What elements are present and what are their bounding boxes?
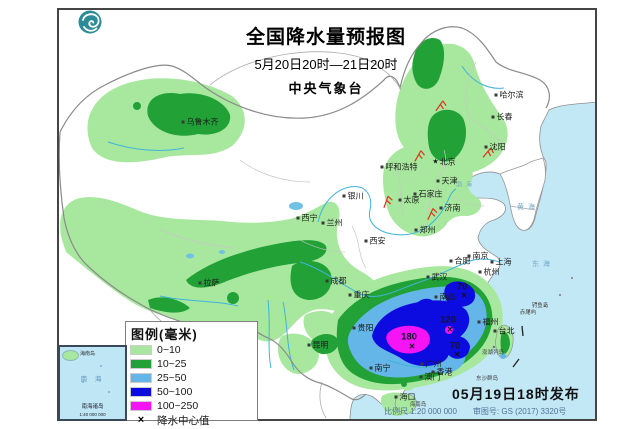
inset-island-dot	[82, 381, 84, 383]
map-frame-border	[57, 8, 597, 421]
legend-swatch	[130, 373, 152, 383]
precip-center-marker-label: 降水中心值	[157, 414, 210, 427]
lakes	[186, 202, 303, 259]
legend-swatch	[130, 401, 152, 411]
korea-dmz-line	[509, 205, 536, 211]
precip-center-value: 70	[456, 281, 468, 293]
province-borders	[159, 61, 506, 269]
legend-row: 50~100	[130, 385, 252, 399]
taiwan-rain-25-50	[500, 353, 506, 359]
map-scale-note: 比例尺 1:20 000 000 审图号: GS (2017) 3320号	[384, 407, 567, 416]
precip-center-marker-symbol: ×	[137, 414, 145, 426]
taiwan-rain-10-25	[500, 331, 510, 354]
cma-logo	[78, 10, 102, 34]
inset-region-label: 海南岛	[80, 351, 96, 357]
wind-barb-icons	[383, 100, 495, 220]
title-block: 全国降水量预报图 5月20日20时—21日20时 中央气象台	[226, 22, 426, 97]
legend-range-label: 100~250	[157, 400, 199, 412]
legend-row: 0~10	[130, 343, 252, 357]
hainan-island	[394, 393, 417, 414]
precip-center-value: 70	[449, 340, 461, 352]
legend-row: 100~250	[130, 399, 252, 413]
inset-island-dot	[94, 403, 96, 405]
legend-row: 10~25	[130, 357, 252, 371]
inset-island-dot	[108, 391, 110, 393]
precip-center-x-icon: ×	[454, 349, 460, 361]
inset-sea-label: 南 海	[80, 376, 105, 383]
precip-center-x-icon: ×	[447, 324, 453, 336]
inset-hainan-blob	[62, 350, 79, 361]
legend-items: 0~10 10~25 25~50 50~100 100~250	[130, 343, 252, 413]
page-title: 全国降水量预报图	[245, 27, 406, 48]
inset-name-label: 南海诸岛	[81, 404, 104, 410]
legend-swatch	[130, 359, 152, 369]
legend-box: 图例(毫米) 0~10 10~25 25~50 50~100 100~250 × 降水中…	[125, 321, 258, 427]
black-map-marks	[512, 325, 524, 368]
rain-area-100-250	[386, 325, 453, 354]
precip-center-value: 120	[440, 314, 456, 326]
legend-marker-row: × 降水中心值	[131, 413, 252, 427]
publish-time: 05月19日18时发布	[452, 386, 580, 402]
inset-scale-label: 1:40 000 000	[79, 412, 106, 417]
small-islands	[492, 277, 573, 349]
precip-center-x-icon: ×	[409, 341, 415, 353]
legend-swatch	[130, 387, 152, 397]
rivers	[107, 65, 505, 371]
legend-range-label: 25~50	[157, 372, 187, 384]
south-china-sea-inset: 海南岛 南 海 南海诸岛 1:40 000 000	[58, 345, 127, 421]
precip-center-x-icon: ×	[461, 290, 467, 302]
legend-range-label: 50~100	[157, 386, 193, 398]
inset-island-dot	[100, 365, 102, 367]
legend-row: 25~50	[130, 371, 252, 385]
legend-range-label: 0~10	[157, 344, 181, 356]
legend-swatch	[130, 345, 152, 355]
agency-name: 中央气象台	[288, 81, 364, 96]
precip-center-value: 180	[401, 331, 417, 343]
legend-range-label: 10~25	[157, 358, 187, 370]
forecast-period: 5月20日20时—21日20时	[254, 57, 398, 72]
legend-title: 图例(毫米)	[131, 327, 198, 342]
korea-landmass	[499, 157, 546, 231]
